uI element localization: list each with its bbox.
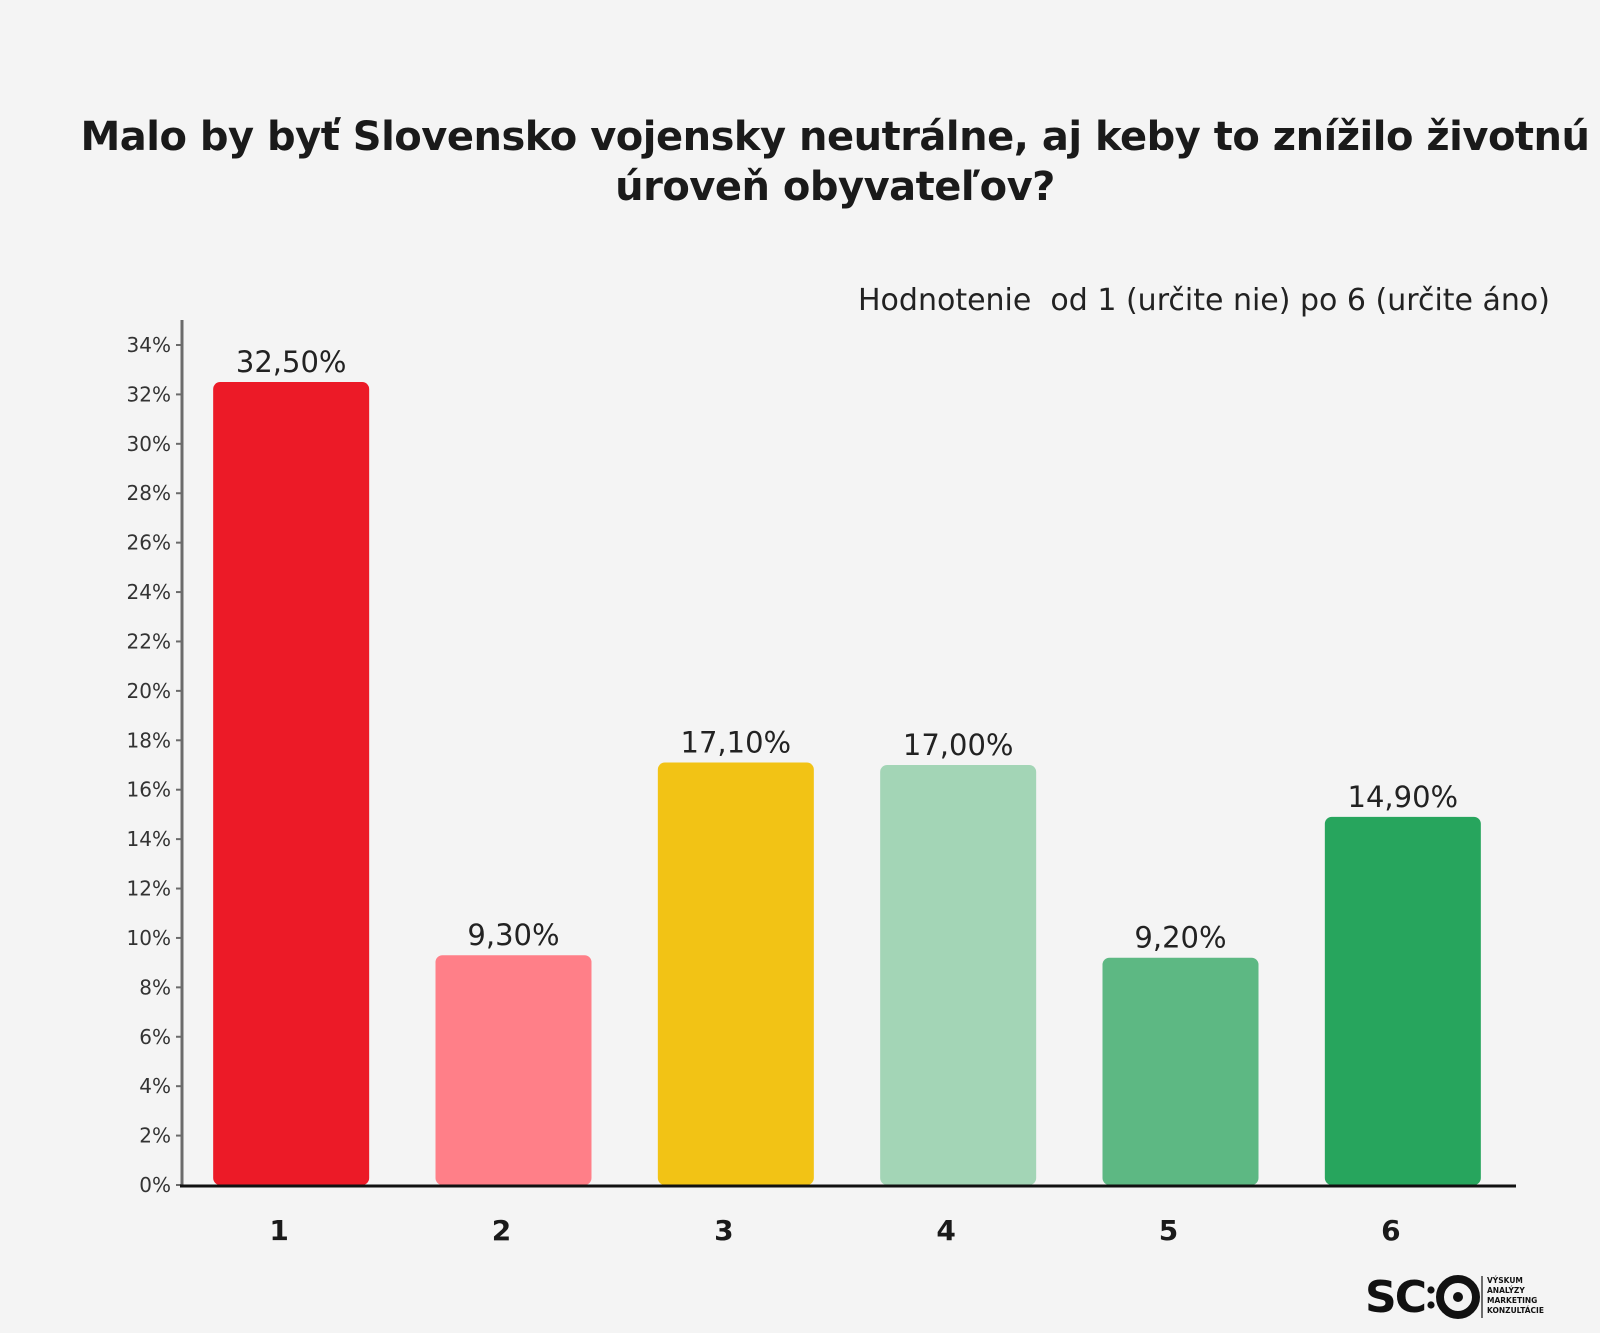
chart-subtitle: Hodnotenie od 1 (určite nie) po 6 (určit…: [858, 283, 1550, 318]
svg-text:VÝSKUM: VÝSKUM: [1487, 1276, 1523, 1285]
value-label-3: 17,10%: [681, 726, 792, 760]
y-tick-label: 14%: [127, 827, 171, 851]
scio-logo: SC VÝSKUM ANALÝZY MARKETING KONZULTÁCIE: [1365, 1272, 1544, 1322]
y-tick-label: 28%: [127, 481, 171, 505]
value-label-1: 32,50%: [236, 345, 347, 379]
x-tick-label-4: 4: [936, 1214, 955, 1247]
y-tick-label: 6%: [139, 1025, 171, 1049]
y-tick-label: 32%: [127, 382, 171, 406]
value-label-2: 9,30%: [467, 918, 559, 952]
bar-6: [1324, 816, 1481, 1185]
bar-4: [880, 765, 1037, 1185]
y-tick-label: 2%: [139, 1124, 171, 1148]
chart-title: Malo by byť Slovensko vojensky neutrálne…: [80, 114, 1590, 210]
y-tick-label: 10%: [127, 926, 171, 950]
y-tick-label: 22%: [127, 629, 171, 653]
x-tick-label-5: 5: [1159, 1214, 1178, 1247]
y-tick-label: 24%: [127, 580, 171, 604]
svg-text:ANALÝZY: ANALÝZY: [1487, 1286, 1525, 1295]
y-tick-label: 30%: [127, 432, 171, 456]
y-tick-label: 20%: [127, 679, 171, 703]
bar-2: [435, 955, 592, 1185]
value-label-6: 14,90%: [1348, 780, 1459, 814]
bar-3: [657, 762, 814, 1185]
y-tick-label: 4%: [139, 1074, 171, 1098]
x-tick-label-3: 3: [714, 1214, 733, 1247]
y-tick-label: 34%: [127, 333, 171, 357]
y-tick-label: 8%: [139, 975, 171, 999]
bar-5: [1102, 957, 1259, 1185]
y-tick-label: 18%: [127, 728, 171, 752]
svg-text:MARKETING: MARKETING: [1487, 1296, 1537, 1305]
y-tick-label: 16%: [127, 778, 171, 802]
x-tick-label-1: 1: [269, 1214, 288, 1247]
y-tick-label: 12%: [127, 877, 171, 901]
value-label-4: 17,00%: [903, 728, 1014, 762]
svg-text:SC: SC: [1365, 1272, 1425, 1322]
x-tick-label-2: 2: [492, 1214, 511, 1247]
y-tick-label: 0%: [139, 1173, 171, 1197]
value-label-5: 9,20%: [1134, 921, 1226, 955]
bar-1: [213, 382, 370, 1185]
svg-text:KONZULTÁCIE: KONZULTÁCIE: [1487, 1306, 1544, 1315]
x-tick-label-6: 6: [1381, 1214, 1400, 1247]
y-tick-label: 26%: [127, 531, 171, 555]
